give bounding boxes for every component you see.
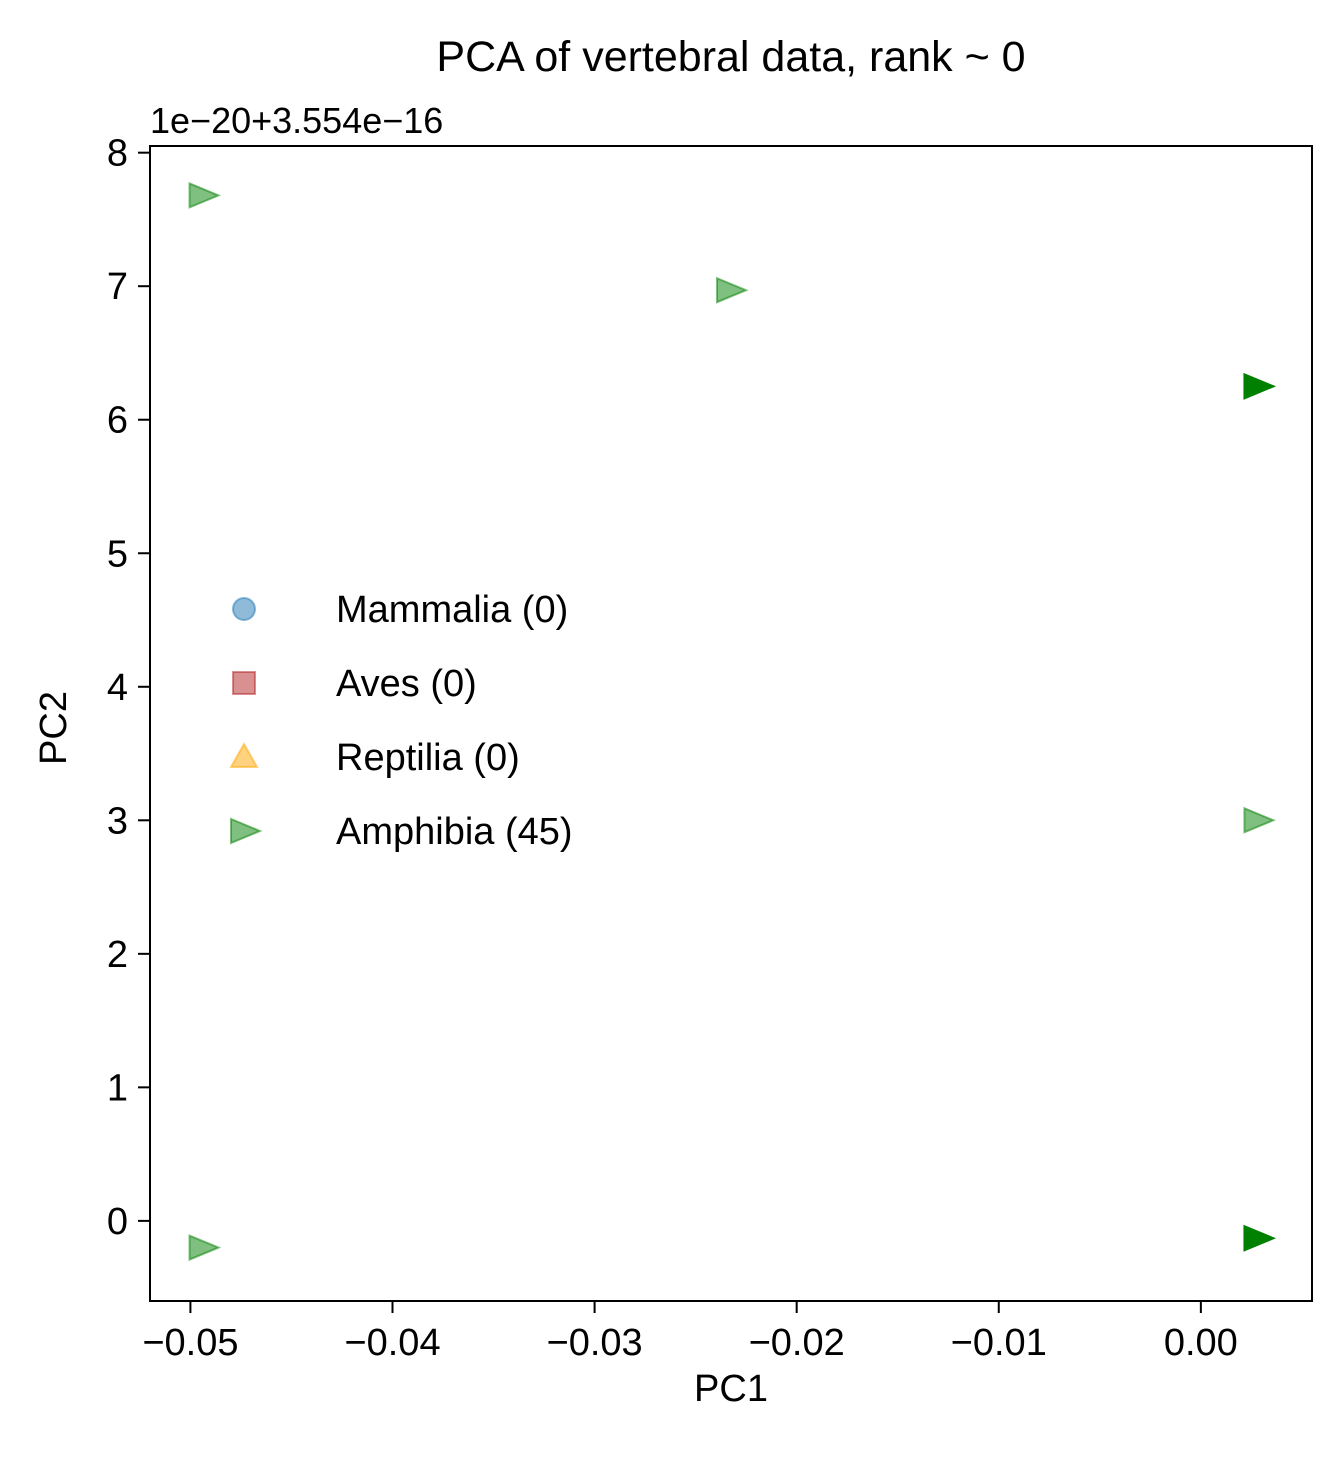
y-tick-label: 4 (107, 667, 128, 709)
legend: Mammalia (0) Aves (0) Reptilia (0) Amphibia… (229, 589, 573, 853)
y-tick-label: 0 (107, 1201, 128, 1243)
legend-label: Aves (0) (336, 663, 477, 705)
x-axis-label: PC1 (694, 1368, 768, 1410)
chart-title: PCA of vertebral data, rank ~ 0 (436, 33, 1025, 81)
legend-marker (232, 597, 256, 621)
y-axis-label: PC2 (33, 691, 75, 765)
x-tick-label: −0.03 (547, 1322, 643, 1364)
plot-area (149, 145, 1313, 1302)
legend-label: Amphibia (45) (336, 811, 573, 853)
x-axis: −0.05 −0.04 −0.03 −0.02 −0.01 0.00 (142, 1301, 1238, 1364)
x-tick-label: 0.00 (1164, 1322, 1238, 1364)
y-tick-label: 8 (107, 133, 128, 175)
y-tick-label: 7 (107, 266, 128, 308)
y-tick-label: 1 (107, 1067, 128, 1109)
y-tick-label: 6 (107, 400, 128, 442)
x-tick-label: −0.05 (142, 1322, 238, 1364)
scatter-points (188, 181, 1277, 1262)
data-point (1243, 1224, 1277, 1252)
y-tick-label: 5 (107, 533, 128, 575)
legend-marker (230, 817, 263, 845)
legend-label: Mammalia (0) (336, 589, 568, 631)
data-point (715, 276, 749, 304)
y-tick-label: 3 (107, 800, 128, 842)
data-point (188, 1234, 222, 1262)
data-point (1243, 806, 1277, 834)
y-tick-label: 2 (107, 934, 128, 976)
y-axis: 0 1 2 3 4 5 6 7 8 (107, 133, 150, 1243)
legend-label: Reptilia (0) (336, 737, 520, 779)
y-offset-label: 1e−20+3.554e−16 (150, 100, 443, 141)
x-tick-label: −0.02 (749, 1322, 845, 1364)
data-point (1243, 372, 1277, 400)
x-tick-label: −0.04 (344, 1322, 440, 1364)
legend-marker (229, 741, 259, 768)
data-point (188, 181, 222, 209)
legend-marker (232, 671, 256, 695)
x-tick-label: −0.01 (951, 1322, 1047, 1364)
